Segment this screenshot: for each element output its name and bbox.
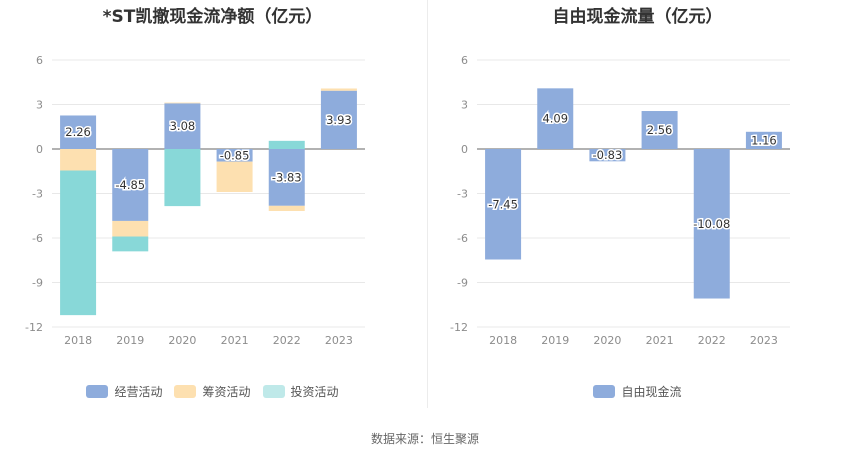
x-tick-label: 2021 (646, 334, 674, 347)
x-tick-label: 2021 (221, 334, 249, 347)
bar-筹资活动-2022[interactable] (268, 205, 305, 212)
bar-自由现金流-2018[interactable] (485, 149, 522, 260)
y-tick-label: 0 (36, 143, 43, 156)
legend-item-free-cash-flow[interactable]: 自由现金流 (593, 383, 682, 400)
bar-经营活动-2018[interactable] (60, 115, 97, 149)
x-tick-label: 2018 (489, 334, 517, 347)
legend-item-operating[interactable]: 经营活动 (86, 383, 162, 400)
legend-item-financing[interactable]: 筹资活动 (174, 383, 251, 400)
y-tick-label: 6 (461, 54, 468, 67)
x-tick-label: 2022 (273, 334, 301, 347)
cash-flow-net-plot: 6 3 0 -3 -6 -9 -12 2018 2019 2020 2021 2022 2023 2.26… (25, 54, 365, 347)
data-label: 3.08 (170, 119, 196, 133)
bar-自由现金流-2021[interactable] (641, 111, 678, 149)
legend-label-free-cash-flow: 自由现金流 (621, 385, 682, 399)
x-tick-label: 2020 (593, 334, 621, 347)
legend-swatch-financing (174, 385, 197, 398)
bar-投资活动-2019[interactable] (112, 236, 149, 252)
y-tick-label: -12 (25, 321, 43, 334)
bar-经营活动-2022[interactable] (268, 149, 305, 206)
x-tick-label: 2018 (64, 334, 92, 347)
bar-投资活动-2020[interactable] (164, 149, 201, 207)
y-tick-label: 3 (461, 99, 468, 112)
bar-经营活动-2019[interactable] (112, 149, 149, 221)
legend-label-financing: 筹资活动 (202, 385, 251, 399)
bar-筹资活动-2020[interactable] (164, 102, 201, 104)
legend-item-investing[interactable]: 投资活动 (262, 383, 339, 400)
legend-swatch-operating (86, 385, 109, 398)
bar-经营活动-2020[interactable] (164, 103, 201, 149)
chart-title: *ST凯撤现金流净额（亿元） (102, 7, 323, 27)
y-tick-label: -3 (32, 188, 43, 201)
data-label: 1.16 (751, 133, 777, 147)
bar-经营活动-2023[interactable] (320, 90, 357, 149)
bar-自由现金流-2020[interactable] (589, 149, 626, 162)
legend-label-investing: 投资活动 (290, 385, 339, 399)
chart-title: 自由现金流量（亿元） (552, 7, 723, 27)
bar-筹资活动-2021[interactable] (216, 161, 253, 193)
y-tick-label: 0 (461, 143, 468, 156)
data-label: 4.09 (542, 112, 568, 126)
bar-自由现金流-2023[interactable] (745, 131, 782, 149)
y-tick-label: -12 (450, 321, 468, 334)
x-tick-label: 2019 (541, 334, 569, 347)
bar-筹资活动-2018[interactable] (60, 149, 97, 171)
y-tick-label: -9 (457, 277, 468, 290)
bar-投资活动-2022[interactable] (268, 140, 305, 149)
data-label: -4.85 (115, 178, 145, 192)
free-cash-flow-plot: 6 3 0 -3 -6 -9 -12 2018 2019 2020 2021 2022 2023 -7.4… (450, 54, 790, 347)
legend: 经营活动 筹资活动 投资活动 (0, 383, 425, 400)
data-label: -3.83 (272, 170, 302, 184)
data-label: -7.45 (488, 197, 518, 211)
legend-label-operating: 经营活动 (114, 385, 163, 399)
x-tick-label: 2023 (325, 334, 353, 347)
data-label: -0.83 (593, 148, 623, 162)
y-tick-label: -3 (457, 188, 468, 201)
bar-投资活动-2018[interactable] (60, 170, 97, 316)
bar-自由现金流-2022[interactable] (693, 149, 730, 299)
data-label: 2.26 (65, 125, 91, 139)
y-tick-label: -6 (457, 232, 468, 245)
y-tick-label: -6 (32, 232, 43, 245)
data-label: 3.93 (326, 113, 352, 127)
legend-swatch-investing (262, 385, 285, 398)
data-source: 数据来源：恒生聚源 (370, 432, 479, 446)
legend-swatch-free-cash-flow (593, 385, 616, 398)
x-tick-label: 2020 (168, 334, 196, 347)
bar-筹资活动-2019[interactable] (112, 220, 149, 237)
bar-筹资活动-2023[interactable] (320, 88, 357, 91)
cash-flow-net-chart: *ST凯撤现金流净额（亿元） 6 3 0 -3 -6 -9 -12 2018 2019 2020 2… (0, 0, 425, 420)
bar-自由现金流-2019[interactable] (537, 88, 574, 149)
y-tick-label: 3 (36, 99, 43, 112)
y-tick-label: -9 (32, 277, 43, 290)
free-cash-flow-chart: 自由现金流量（亿元） 6 3 0 -3 -6 -9 -12 2018 2019 2020 2021 2… (425, 0, 850, 420)
x-tick-label: 2022 (698, 334, 726, 347)
y-tick-label: 6 (36, 54, 43, 67)
x-tick-label: 2023 (750, 334, 778, 347)
data-label: 2.56 (647, 123, 673, 137)
data-label: -0.85 (220, 148, 250, 162)
bar-经营活动-2021[interactable] (216, 149, 253, 162)
panel-divider (427, 0, 428, 408)
x-tick-label: 2019 (116, 334, 144, 347)
data-label: -10.08 (693, 217, 730, 231)
legend: 自由现金流 (425, 383, 850, 400)
